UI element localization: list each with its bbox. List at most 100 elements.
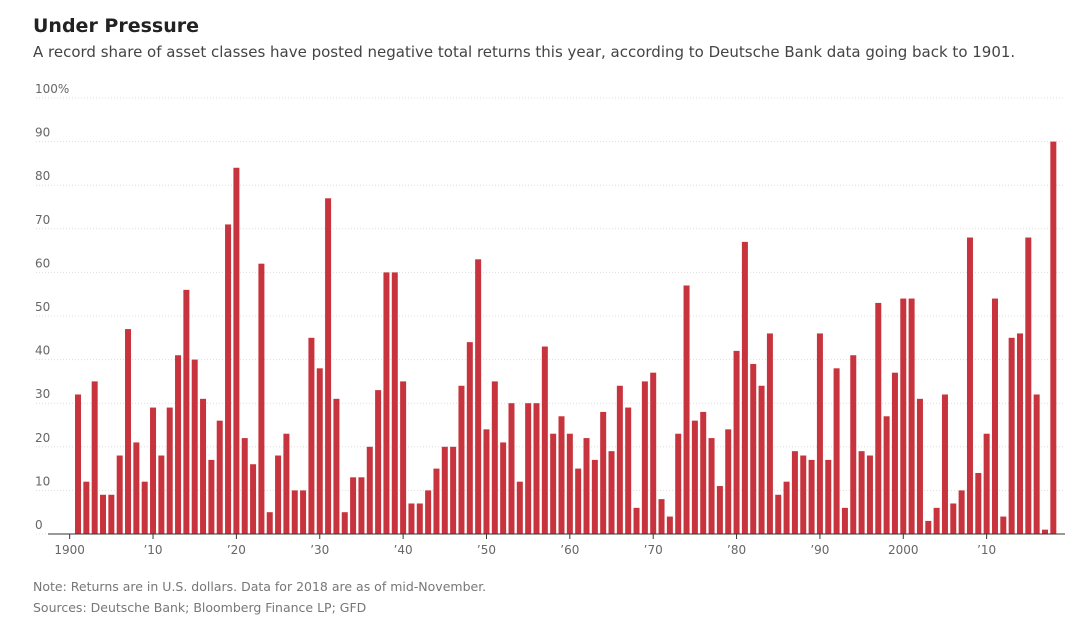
bar bbox=[758, 385, 765, 534]
bar bbox=[908, 298, 915, 534]
bar bbox=[650, 372, 657, 534]
bar bbox=[616, 385, 623, 534]
bar bbox=[258, 263, 265, 534]
bar bbox=[333, 398, 340, 534]
bar bbox=[75, 394, 82, 534]
bar bbox=[325, 198, 332, 534]
bar bbox=[750, 363, 757, 534]
bar bbox=[1033, 394, 1040, 534]
bar bbox=[816, 333, 823, 534]
x-tick-label: ’10 bbox=[143, 543, 162, 557]
y-tick-label: 80 bbox=[35, 169, 50, 183]
x-tick-label: ’10 bbox=[977, 543, 996, 557]
bar bbox=[916, 398, 923, 534]
bar bbox=[141, 481, 148, 534]
source: Sources: Deutsche Bank; Bloomberg Financ… bbox=[33, 600, 366, 615]
bar bbox=[591, 459, 598, 534]
bar bbox=[291, 490, 298, 534]
bar bbox=[716, 486, 723, 534]
chart-title: Under Pressure bbox=[33, 15, 199, 37]
bar bbox=[508, 403, 515, 534]
bar bbox=[300, 490, 307, 534]
bar bbox=[175, 355, 182, 534]
bar bbox=[541, 346, 548, 534]
x-tick-label: 1900 bbox=[54, 543, 85, 557]
bar bbox=[308, 337, 315, 534]
bar bbox=[525, 403, 532, 534]
bar bbox=[483, 429, 490, 534]
bar bbox=[150, 407, 157, 534]
bar bbox=[875, 302, 882, 534]
bar bbox=[850, 355, 857, 534]
bar bbox=[400, 381, 407, 534]
bar bbox=[566, 433, 573, 534]
y-tick-label: 100% bbox=[35, 82, 69, 96]
bar bbox=[808, 459, 815, 534]
bar bbox=[733, 350, 740, 534]
bar bbox=[675, 433, 682, 534]
bar bbox=[383, 272, 390, 534]
bar bbox=[475, 259, 482, 534]
bar bbox=[125, 329, 132, 534]
bar bbox=[608, 451, 615, 534]
bar bbox=[833, 368, 840, 534]
bar bbox=[1016, 333, 1023, 534]
bar bbox=[91, 381, 98, 534]
bar bbox=[558, 416, 565, 534]
bar bbox=[725, 429, 732, 534]
x-tick-label: ’40 bbox=[394, 543, 413, 557]
bar bbox=[583, 438, 590, 534]
bar bbox=[550, 433, 557, 534]
bar bbox=[466, 342, 473, 534]
bar bbox=[1000, 516, 1007, 534]
bar bbox=[958, 490, 965, 534]
bar bbox=[358, 477, 365, 534]
bar bbox=[233, 167, 240, 534]
bar bbox=[1050, 141, 1057, 534]
bar bbox=[633, 507, 640, 534]
note: Note: Returns are in U.S. dollars. Data … bbox=[33, 579, 486, 594]
bar bbox=[966, 237, 973, 534]
bar bbox=[191, 359, 198, 534]
bar bbox=[766, 333, 773, 534]
bar bbox=[641, 381, 648, 534]
bar bbox=[491, 381, 498, 534]
bar bbox=[741, 241, 748, 534]
bar bbox=[83, 481, 90, 534]
x-tick-label: ’90 bbox=[810, 543, 829, 557]
bar bbox=[183, 289, 190, 534]
bar bbox=[375, 390, 382, 534]
bar bbox=[500, 442, 507, 534]
bar bbox=[200, 398, 207, 534]
bar bbox=[100, 494, 107, 534]
bar bbox=[983, 433, 990, 534]
x-tick-label: ’80 bbox=[727, 543, 746, 557]
y-tick-label: 70 bbox=[35, 213, 50, 227]
bar bbox=[683, 285, 690, 534]
bar bbox=[866, 455, 873, 534]
bar bbox=[691, 420, 698, 534]
bar bbox=[1008, 337, 1015, 534]
bar bbox=[241, 438, 248, 534]
bar bbox=[600, 411, 607, 534]
bar bbox=[883, 416, 890, 534]
bar bbox=[350, 477, 357, 534]
bar bbox=[275, 455, 282, 534]
bar bbox=[425, 490, 432, 534]
x-tick-label: ’30 bbox=[310, 543, 329, 557]
bar bbox=[116, 455, 123, 534]
x-tick-label: ’50 bbox=[477, 543, 496, 557]
bar bbox=[858, 451, 865, 534]
bar bbox=[708, 438, 715, 534]
y-tick-label: 20 bbox=[35, 431, 50, 445]
bar bbox=[391, 272, 398, 534]
bar bbox=[658, 499, 665, 534]
y-tick-label: 60 bbox=[35, 256, 50, 270]
bar bbox=[933, 507, 940, 534]
x-tick-label: ’60 bbox=[560, 543, 579, 557]
bar bbox=[441, 446, 448, 534]
bar bbox=[975, 472, 982, 534]
x-tick-label: ’20 bbox=[227, 543, 246, 557]
bar bbox=[458, 385, 465, 534]
